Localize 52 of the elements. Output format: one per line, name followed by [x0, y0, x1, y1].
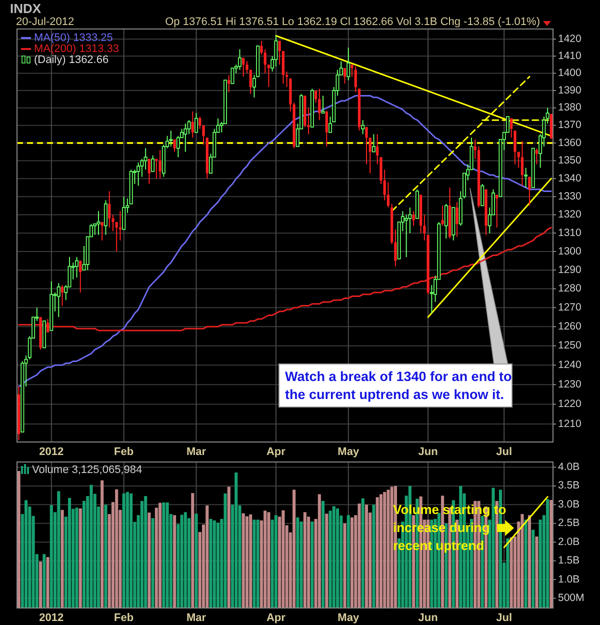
x-tick-label: Feb — [114, 612, 134, 624]
y-tick-label: 1210 — [558, 418, 582, 430]
legend-label: (Daily) 1362.66 — [34, 54, 109, 66]
x-tick-label: May — [338, 446, 360, 458]
y-tick-label: 3.5B — [558, 480, 580, 492]
x-tick-label: Jul — [496, 612, 512, 624]
y-tick-label: 1380 — [558, 102, 582, 114]
x-tick-label: 2012 — [39, 612, 64, 624]
y-tick-label: 1300 — [558, 245, 582, 258]
y-tick-label: 1260 — [558, 320, 582, 332]
y-tick-label: 500M — [558, 592, 584, 604]
y-tick-label: 1.5B — [558, 554, 580, 567]
x-tick-label: Jun — [418, 446, 438, 458]
y-tick-label: 1340 — [558, 172, 582, 184]
legend-label: MA(200) 1313.33 — [34, 42, 119, 55]
annotation: Watch a break of 1340 for an end to the current uptrend as we know it. — [285, 369, 512, 402]
x-tick-label: Feb — [114, 446, 134, 458]
x-tick-label: May — [338, 612, 360, 624]
y-tick-label: 1410 — [558, 50, 582, 62]
x-tick-label: Jul — [496, 446, 512, 458]
y-tick-label: 1330 — [558, 190, 582, 202]
y-tick-label: 1290 — [558, 264, 582, 276]
y-tick-label: 1370 — [558, 119, 582, 132]
y-tick-label: 1280 — [558, 282, 582, 295]
x-tick-label: Apr — [266, 446, 286, 458]
x-tick-label: Jun — [418, 612, 438, 624]
y-tick-label: 1230 — [558, 378, 582, 390]
y-tick-label: 1360 — [558, 136, 582, 149]
y-tick-label: 1320 — [558, 208, 582, 221]
y-tick-label: 2.5B — [558, 517, 580, 530]
y-tick-label: 1390 — [558, 84, 582, 96]
y-tick-label: 1220 — [558, 398, 582, 410]
y-tick-label: 1250 — [558, 340, 582, 352]
x-tick-label: Mar — [186, 446, 207, 458]
y-tick-label: 1240 — [558, 358, 582, 371]
legend-label: MA(50) 1333.25 — [34, 32, 113, 44]
y-tick-label: 1400 — [558, 67, 582, 80]
y-tick-label: 1350 — [558, 154, 582, 167]
chart-title: INDX — [10, 1, 42, 16]
chart-title: Volume 3,125,065,984 — [32, 464, 142, 476]
y-tick-label: 2.0B — [558, 536, 580, 548]
y-tick-label: 1420 — [558, 32, 582, 45]
chart-subtitle: 20-Jul-2012 — [16, 16, 74, 28]
y-tick-label: 3.0B — [558, 498, 580, 510]
text: Op 1376.51 Hi 1376.51 Lo 1362.19 Cl 1362.66 Vol 3.1B Chg -13.85 (-1.01%) — [165, 16, 540, 28]
y-tick-label: 1310 — [558, 226, 582, 239]
x-tick-label: 2012 — [39, 446, 64, 458]
y-tick-label: 4.0B — [558, 461, 580, 474]
x-tick-label: Mar — [186, 612, 207, 624]
y-tick-label: 1270 — [558, 301, 582, 314]
x-tick-label: Apr — [266, 612, 286, 624]
y-tick-label: 1.0B — [558, 573, 580, 586]
